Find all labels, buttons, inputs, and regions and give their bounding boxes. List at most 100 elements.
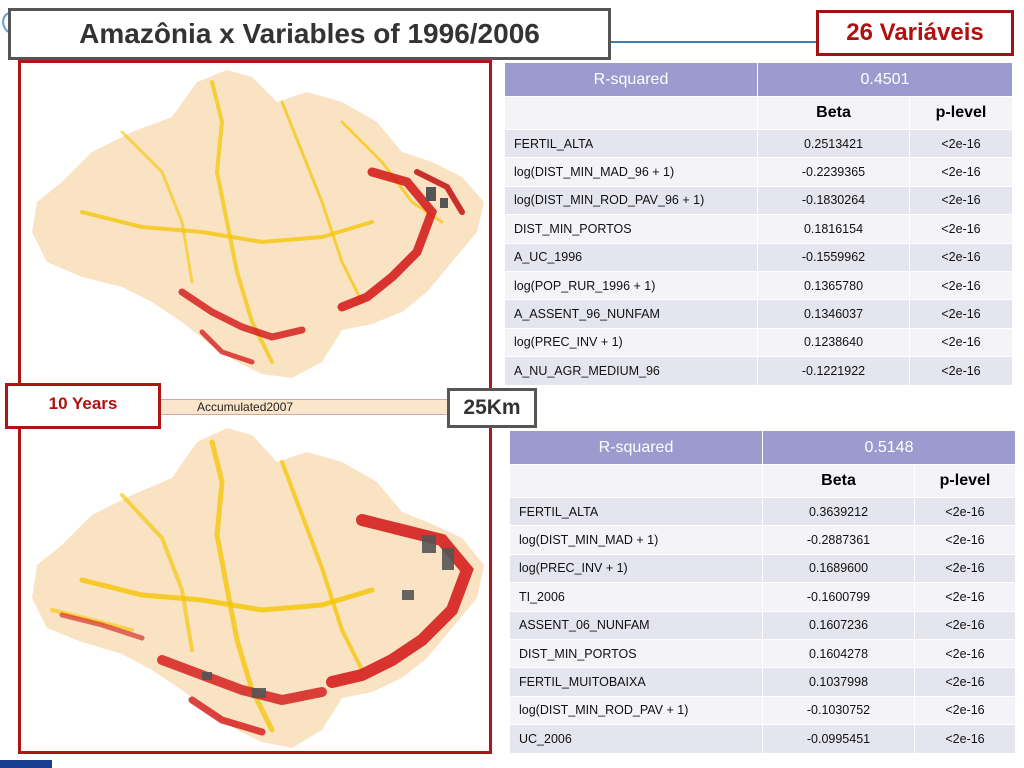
plevel-cell: <2e-16 <box>914 525 1016 555</box>
page-title: Amazônia x Variables of 1996/2006 <box>79 18 540 49</box>
plevel-cell: <2e-16 <box>909 185 1013 216</box>
regression-table-1996: R-squared 0.4501 Beta p-level FERTIL_ALT… <box>504 62 1013 386</box>
variable-name-cell: DIST_MIN_PORTOS <box>509 638 763 669</box>
empty-cell <box>504 96 758 130</box>
variable-name-cell: FERTIL_MUITOBAIXA <box>509 667 763 697</box>
plevel-cell: <2e-16 <box>909 356 1013 386</box>
beta-cell: 0.1604278 <box>762 638 915 669</box>
plevel-cell: <2e-16 <box>914 610 1016 640</box>
plevel-cell: <2e-16 <box>909 128 1013 159</box>
beta-cell: 0.1238640 <box>757 327 910 358</box>
beta-cell: -0.1830264 <box>757 185 910 216</box>
corner-accent-bar <box>0 760 52 768</box>
table-row: A_UC_1996 -0.1559962 <2e-16 <box>504 242 1013 272</box>
rsquared-label: R-squared <box>504 62 758 97</box>
years-badge: 10 Years <box>5 383 161 429</box>
variable-name-cell: TI_2006 <box>509 582 763 612</box>
beta-cell: 0.1816154 <box>757 214 910 244</box>
table-row: DIST_MIN_PORTOS 0.1816154 <2e-16 <box>504 214 1013 244</box>
table-row: log(PREC_INV + 1) 0.1689600 <2e-16 <box>509 553 1016 584</box>
variable-name-cell: log(POP_RUR_1996 + 1) <box>504 270 758 301</box>
rsquared-value: 0.5148 <box>762 430 1016 465</box>
plevel-header: p-level <box>914 464 1016 498</box>
variable-name-cell: log(DIST_MIN_MAD + 1) <box>509 525 763 555</box>
map-deforestation-red <box>178 167 465 365</box>
beta-cell: -0.1559962 <box>757 242 910 272</box>
plevel-cell: <2e-16 <box>914 638 1016 669</box>
table-row: log(POP_RUR_1996 + 1) 0.1365780 <2e-16 <box>504 270 1013 301</box>
beta-cell: 0.1607236 <box>762 610 915 640</box>
empty-cell <box>509 464 763 498</box>
plevel-cell: <2e-16 <box>914 582 1016 612</box>
beta-cell: -0.1221922 <box>757 356 910 386</box>
table-row: A_NU_AGR_MEDIUM_96 -0.1221922 <2e-16 <box>504 356 1013 386</box>
plevel-cell: <2e-16 <box>914 553 1016 584</box>
map-dense-gray <box>426 187 448 208</box>
table-subheader-row: Beta p-level <box>504 96 1013 130</box>
plevel-cell: <2e-16 <box>909 327 1013 358</box>
variables-badge: 26 Variáveis <box>816 10 1014 56</box>
beta-cell: -0.2887361 <box>762 525 915 555</box>
table-row: FERTIL_ALTA 0.3639212 <2e-16 <box>509 496 1016 527</box>
scale-badge: 25Km <box>447 388 537 428</box>
table-subheader-row: Beta p-level <box>509 464 1016 498</box>
plevel-cell: <2e-16 <box>914 496 1016 527</box>
table-row: UC_2006 -0.0995451 <2e-16 <box>509 724 1016 754</box>
table-row: FERTIL_ALTA 0.2513421 <2e-16 <box>504 128 1013 159</box>
table-header-row: R-squared 0.5148 <box>509 430 1016 465</box>
plevel-cell: <2e-16 <box>909 242 1013 272</box>
variable-name-cell: log(DIST_MIN_ROD_PAV_96 + 1) <box>504 185 758 216</box>
variable-name-cell: log(DIST_MIN_ROD_PAV + 1) <box>509 695 763 726</box>
table-row: DIST_MIN_PORTOS 0.1604278 <2e-16 <box>509 638 1016 669</box>
amazonia-map-1996 <box>32 70 484 378</box>
beta-cell: 0.1365780 <box>757 270 910 301</box>
plevel-cell: <2e-16 <box>909 214 1013 244</box>
beta-cell: 0.3639212 <box>762 496 915 527</box>
table-row: log(DIST_MIN_MAD + 1) -0.2887361 <2e-16 <box>509 525 1016 555</box>
table-row: log(DIST_MIN_ROD_PAV + 1) -0.1030752 <2e-1… <box>509 695 1016 726</box>
beta-cell: -0.1600799 <box>762 582 915 612</box>
variable-name-cell: log(DIST_MIN_MAD_96 + 1) <box>504 157 758 187</box>
beta-cell: 0.2513421 <box>757 128 910 159</box>
variable-name-cell: FERTIL_ALTA <box>504 128 758 159</box>
map-dense-gray <box>202 535 454 698</box>
table-row: log(DIST_MIN_MAD_96 + 1) -0.2239365 <2e-16 <box>504 157 1013 187</box>
scale-label: 25Km <box>463 396 521 419</box>
variable-name-cell: FERTIL_ALTA <box>509 496 763 527</box>
beta-cell: -0.2239365 <box>757 157 910 187</box>
plevel-cell: <2e-16 <box>909 270 1013 301</box>
accumulated-label: Accumulated2007 <box>197 400 294 414</box>
plevel-cell: <2e-16 <box>914 667 1016 697</box>
table-row: log(DIST_MIN_ROD_PAV_96 + 1) -0.1830264 <2… <box>504 185 1013 216</box>
variables-label: 26 Variáveis <box>846 19 984 46</box>
plevel-cell: <2e-16 <box>909 157 1013 187</box>
table-row: log(PREC_INV + 1) 0.1238640 <2e-16 <box>504 327 1013 358</box>
plevel-cell: <2e-16 <box>909 299 1013 329</box>
table-row: A_ASSENT_96_NUNFAM 0.1346037 <2e-16 <box>504 299 1013 329</box>
variable-name-cell: log(PREC_INV + 1) <box>509 553 763 584</box>
variable-name-cell: UC_2006 <box>509 724 763 754</box>
rsquared-label: R-squared <box>509 430 763 465</box>
variable-name-cell: A_ASSENT_96_NUNFAM <box>504 299 758 329</box>
map-region-shape <box>32 70 484 378</box>
plevel-cell: <2e-16 <box>914 724 1016 754</box>
variable-name-cell: DIST_MIN_PORTOS <box>504 214 758 244</box>
rsquared-value: 0.4501 <box>757 62 1013 97</box>
years-label: 10 Years <box>48 394 118 413</box>
accumulated-bar: Accumulated2007 <box>161 399 448 415</box>
beta-cell: -0.0995451 <box>762 724 915 754</box>
beta-cell: 0.1346037 <box>757 299 910 329</box>
title-divider-line <box>611 41 821 43</box>
table-header-row: R-squared 0.4501 <box>504 62 1013 97</box>
amazonia-map-2006 <box>32 428 484 748</box>
variable-name-cell: log(PREC_INV + 1) <box>504 327 758 358</box>
beta-cell: -0.1030752 <box>762 695 915 726</box>
beta-header: Beta <box>762 464 915 498</box>
beta-cell: 0.1689600 <box>762 553 915 584</box>
plevel-cell: <2e-16 <box>914 695 1016 726</box>
table-row: FERTIL_MUITOBAIXA 0.1037998 <2e-16 <box>509 667 1016 697</box>
variable-name-cell: ASSENT_06_NUNFAM <box>509 610 763 640</box>
table-row: TI_2006 -0.1600799 <2e-16 <box>509 582 1016 612</box>
regression-table-2006: R-squared 0.5148 Beta p-level FERTIL_ALT… <box>509 430 1016 754</box>
beta-cell: 0.1037998 <box>762 667 915 697</box>
